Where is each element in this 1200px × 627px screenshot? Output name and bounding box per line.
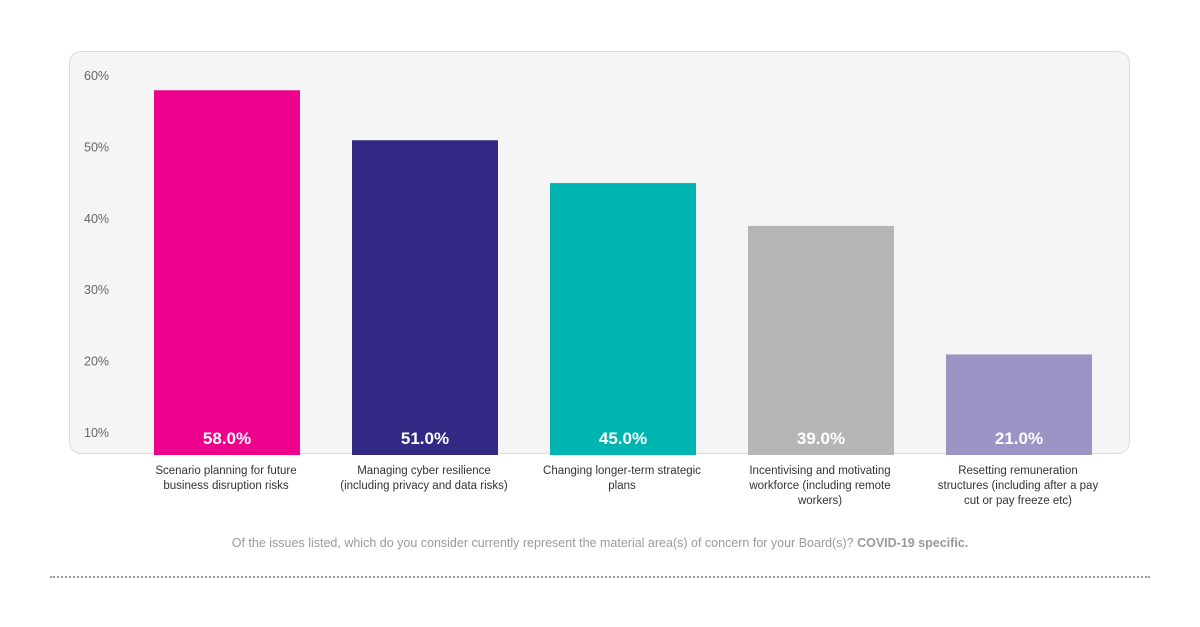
y-tick-label: 30% [84,283,109,297]
footnote-emphasis: COVID-19 specific. [857,536,969,550]
data-label: 39.0% [797,429,845,448]
x-category-label: Incentivising and motivating workforce (… [749,465,891,507]
data-label: 58.0% [203,429,251,448]
y-tick-label: 40% [84,212,109,226]
y-tick-label: 10% [84,426,109,440]
x-category-label: Managing cyber resilience (including pri… [340,465,508,492]
bar [154,90,300,455]
bar-chart: 10% 20% 30% 40% 50% 60% 58.0% 51.0% 45.0% 39.0% 21… [84,69,1092,455]
y-tick-label: 50% [84,140,109,154]
y-tick-label: 20% [84,355,109,369]
data-label: 51.0% [401,429,449,448]
dotted-divider [50,576,1150,578]
bar [550,183,696,455]
chart-footnote: Of the issues listed, which do you consi… [0,536,1200,550]
chart-panel: 10% 20% 30% 40% 50% 60% 58.0% 51.0% 45.0% 39.0% 21… [69,51,1130,455]
y-tick-label: 60% [84,69,109,83]
footnote-question: Of the issues listed, which do you consi… [231,536,854,550]
x-category-label: Changing longer-term strategic plans [543,465,701,492]
data-label: 45.0% [599,429,647,448]
bar [946,354,1092,455]
data-label: 21.0% [995,429,1043,448]
bar [352,140,498,455]
x-category-label: Resetting remuneration structures (inclu… [937,465,1099,507]
bar [748,225,894,455]
x-category-label: Scenario planning for future business di… [155,465,297,492]
